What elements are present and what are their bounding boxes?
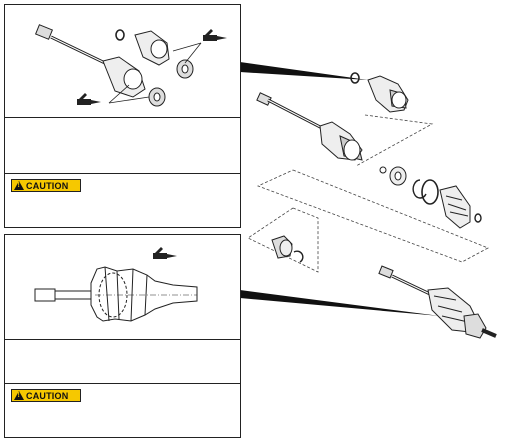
caution-label: CAUTION (26, 180, 69, 191)
caution-badge: CAUTION (11, 389, 81, 402)
leader-wedge-lower (240, 290, 440, 316)
boot-clamp-illustration (34, 247, 198, 322)
dust-seal-parts (271, 235, 304, 263)
caution-badge: CAUTION (11, 179, 81, 192)
caution-label: CAUTION (26, 390, 69, 401)
warning-triangle-icon (14, 181, 24, 190)
shaft-assembly (256, 92, 363, 161)
lower-instruction-panel: CAUTION (4, 234, 241, 438)
warning-triangle-icon (14, 391, 24, 400)
grease-gun-icon (153, 247, 177, 259)
small-parts (379, 166, 482, 229)
dashed-guide-lines (247, 114, 489, 273)
leader-wedge-upper (240, 62, 368, 80)
grease-gun-icon (77, 29, 227, 105)
upper-instruction-panel: CAUTION (4, 4, 241, 228)
inboard-joint-parts (350, 72, 409, 113)
outboard-shaft (378, 265, 497, 339)
inboard-joint-illustration (34, 24, 227, 107)
